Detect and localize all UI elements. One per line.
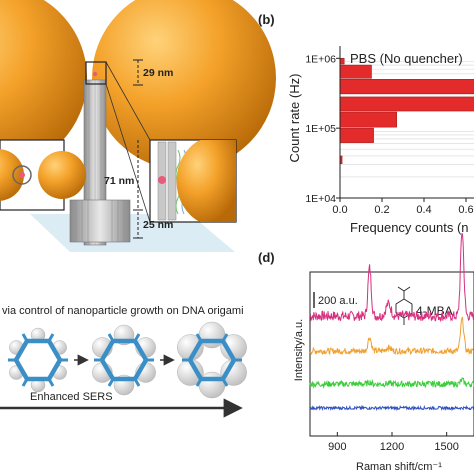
panel-b-xlabel: Frequency counts (n [350, 220, 469, 235]
spectrum-line-2 [309, 316, 474, 356]
dna-arm [195, 333, 203, 342]
dna-arm [133, 378, 141, 387]
panel-b-yticks: 1E+06 1E+05 1E+04 [305, 53, 340, 205]
panel-b-label: (b) [258, 12, 275, 27]
hexagon-structure-2 [92, 324, 156, 396]
origami-base-lines [75, 200, 125, 242]
bar-3 [339, 96, 474, 112]
enhanced-sers-label: Enhanced SERS [30, 391, 113, 403]
x-tick-label: 0.2 [374, 204, 389, 216]
panel-c: via control of nanoparticle growth on DN… [0, 305, 247, 418]
dna-arm [47, 333, 55, 342]
spectrum-line-3 [309, 377, 474, 389]
dna-arm [195, 378, 203, 387]
panel-b-bars [339, 58, 474, 164]
x-tick-label: 1200 [380, 441, 404, 453]
panel-d-label: (d) [258, 250, 275, 265]
panel-b-xticks: 0.0 0.2 0.4 0.6 [332, 198, 474, 216]
x-tick-label: 900 [328, 441, 346, 453]
dimension-marks [133, 59, 143, 239]
panel-d-xticks: 900 1200 1500 [328, 432, 459, 453]
panel-d-ylabel: Intensity/a.u. [293, 319, 305, 381]
y-tick-label: 1E+04 [305, 193, 336, 205]
y-tick-label: 1E+05 [305, 123, 336, 135]
bar-0 [339, 58, 345, 65]
dna-hexagon [99, 338, 149, 382]
mba-molecule-structure [395, 286, 413, 325]
dna-arm [21, 378, 29, 387]
hotspot-box [85, 61, 107, 85]
dna-origami-base [69, 199, 131, 243]
dim-29nm: 29 nm [143, 67, 173, 79]
dim-71nm: 71 nm [104, 175, 134, 187]
dna-arm [107, 333, 115, 342]
panel-a: 29 nm 71 nm 25 nm [0, 0, 276, 252]
x-tick-label: 0.6 [458, 204, 473, 216]
x-tick-label: 0.4 [416, 204, 431, 216]
spectrum-line-4 [309, 404, 474, 412]
dna-arm [47, 378, 55, 387]
panel-d: (d) Intensity/a.u. 200 a.u. 4-MBA 900 120… [258, 233, 474, 473]
panel-c-hexagons [8, 321, 247, 399]
y-tick-label: 1E+06 [305, 53, 336, 65]
dna-hexagon [13, 338, 63, 382]
x-tick-label: 0.0 [332, 204, 347, 216]
dna-arm [21, 333, 29, 342]
panel-b: (b) Count rate (Hz) 1E+06 1E+05 1E+04 PBS … [258, 12, 474, 235]
panel-b-legend: PBS (No quencher) [350, 51, 463, 66]
dna-arm [221, 333, 229, 342]
dim-25nm: 25 nm [143, 219, 173, 231]
x-tick-label: 1500 [434, 441, 458, 453]
hexagon-structure-3 [177, 321, 247, 399]
gold-nanoparticle-left [0, 0, 87, 170]
left-inset [0, 139, 86, 211]
hexagon-structure-1 [8, 327, 68, 393]
bar-4 [339, 111, 397, 128]
bar-5 [339, 127, 374, 143]
panel-b-ylabel: Count rate (Hz) [287, 74, 302, 163]
right-inset [149, 139, 237, 223]
bar-1 [339, 64, 372, 79]
dna-arm [107, 378, 115, 387]
raman-spectra [309, 233, 474, 412]
dna-arm [133, 333, 141, 342]
spectrum-line-1 [309, 233, 474, 323]
gold-nanoparticle-right [92, 0, 276, 170]
dna-arm [221, 378, 229, 387]
scale-bar-label: 200 a.u. [318, 295, 358, 307]
panel-d-xlabel: Raman shift/cm⁻¹ [356, 461, 442, 473]
dye-molecule [92, 71, 98, 77]
panel-c-caption: via control of nanoparticle growth on DN… [2, 305, 244, 317]
bar-2 [339, 79, 474, 95]
